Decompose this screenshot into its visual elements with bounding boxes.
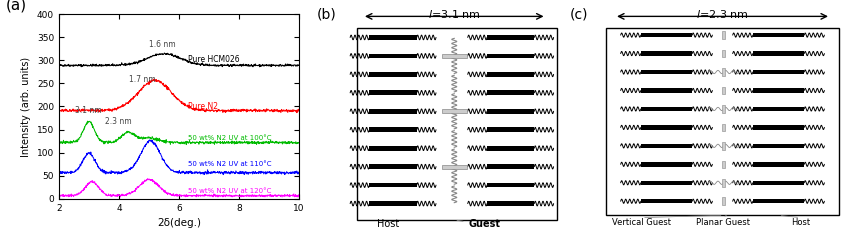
Bar — [753, 199, 804, 203]
Text: 3.1 nm: 3.1 nm — [76, 106, 102, 115]
Bar — [753, 70, 804, 74]
FancyBboxPatch shape — [442, 165, 466, 169]
Text: $\it{l}$=2.3 nm: $\it{l}$=2.3 nm — [696, 8, 749, 20]
Bar — [370, 109, 417, 114]
Text: Pure HCM026: Pure HCM026 — [188, 55, 239, 64]
Text: Vertical Guest: Vertical Guest — [612, 218, 671, 227]
Bar — [370, 146, 417, 150]
Text: 50 wt% N2 UV at 120°C: 50 wt% N2 UV at 120°C — [188, 188, 271, 194]
Bar — [641, 33, 692, 37]
Bar — [722, 50, 725, 57]
Bar — [641, 125, 692, 130]
Text: (b): (b) — [317, 7, 336, 21]
Text: Host: Host — [377, 219, 399, 229]
FancyBboxPatch shape — [442, 54, 466, 58]
Bar — [753, 33, 804, 37]
Bar — [487, 54, 535, 58]
Bar — [753, 88, 804, 93]
Bar — [487, 35, 535, 40]
Text: 2.3 nm: 2.3 nm — [105, 117, 132, 126]
Bar — [487, 146, 535, 150]
Bar — [606, 28, 839, 215]
Bar — [753, 107, 804, 111]
Text: 1.7 nm: 1.7 nm — [130, 75, 156, 84]
Text: Host: Host — [791, 218, 810, 227]
Bar — [641, 199, 692, 203]
Bar — [722, 87, 725, 94]
Bar — [487, 164, 535, 169]
Bar — [641, 144, 692, 148]
Text: (a): (a) — [6, 0, 27, 12]
Bar — [722, 124, 725, 131]
Bar — [722, 161, 725, 168]
Bar — [487, 127, 535, 132]
Bar — [753, 162, 804, 167]
Bar — [357, 28, 557, 220]
Bar — [487, 183, 535, 187]
Bar — [641, 107, 692, 111]
Bar — [641, 88, 692, 93]
Bar — [641, 162, 692, 167]
Bar — [370, 35, 417, 40]
Bar — [722, 31, 725, 39]
FancyBboxPatch shape — [442, 109, 466, 113]
Bar — [722, 68, 725, 76]
Text: 50 wt% N2 UV at 100°C: 50 wt% N2 UV at 100°C — [188, 135, 271, 141]
Bar — [487, 201, 535, 206]
Bar — [370, 183, 417, 187]
Text: $\it{l}$=3.1 nm: $\it{l}$=3.1 nm — [428, 8, 481, 20]
Text: Guest: Guest — [457, 219, 501, 229]
X-axis label: 2δ(deg.): 2δ(deg.) — [157, 218, 201, 228]
Bar — [370, 164, 417, 169]
Bar — [370, 127, 417, 132]
Bar — [753, 51, 804, 56]
Bar — [370, 201, 417, 206]
Bar — [641, 70, 692, 74]
Bar — [753, 125, 804, 130]
Text: 1.6 nm: 1.6 nm — [149, 40, 175, 49]
Bar — [370, 91, 417, 95]
Text: 50 wt% N2 UV at 110°C: 50 wt% N2 UV at 110°C — [188, 161, 271, 167]
Bar — [487, 109, 535, 114]
Bar — [722, 179, 725, 186]
Bar — [722, 197, 725, 205]
Y-axis label: Intensity (arb. units): Intensity (arb. units) — [21, 56, 31, 157]
Bar — [641, 51, 692, 56]
Bar — [370, 54, 417, 58]
Text: (c): (c) — [570, 7, 589, 21]
Text: Planar Guest: Planar Guest — [695, 218, 749, 227]
Bar — [641, 181, 692, 185]
Bar — [722, 142, 725, 150]
Bar — [487, 72, 535, 77]
Bar — [753, 181, 804, 185]
Bar — [753, 144, 804, 148]
Bar — [722, 105, 725, 113]
Text: Pure N2: Pure N2 — [188, 102, 218, 111]
Bar — [370, 72, 417, 77]
Bar — [487, 91, 535, 95]
